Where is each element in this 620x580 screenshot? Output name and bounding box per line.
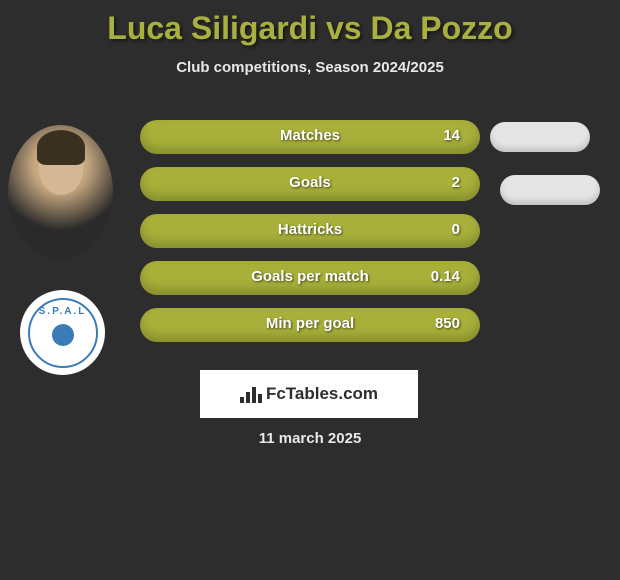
stat-row-matches: Matches 14: [140, 120, 480, 154]
club-ball-icon: [52, 324, 74, 346]
stat-label: Min per goal: [266, 315, 354, 332]
player-avatar: [8, 125, 113, 260]
stat-row-gpm: Goals per match 0.14: [140, 261, 480, 295]
stat-row-hattricks: Hattricks 0: [140, 214, 480, 248]
stat-value: 0: [452, 221, 460, 238]
bars-icon: [240, 385, 262, 403]
stat-label: Hattricks: [278, 221, 342, 238]
stat-value: 2: [452, 174, 460, 191]
date-text: 11 march 2025: [0, 430, 620, 447]
club-logo: S.P.A.L: [20, 290, 105, 375]
opponent-pill-matches: [490, 122, 590, 152]
club-initials: S.P.A.L: [39, 306, 87, 317]
site-logo[interactable]: FcTables.com: [200, 370, 418, 418]
stat-label: Matches: [280, 127, 340, 144]
page-title: Luca Siligardi vs Da Pozzo: [0, 0, 620, 47]
stat-label: Goals: [289, 174, 331, 191]
stat-row-mpg: Min per goal 850: [140, 308, 480, 342]
stats-container: Matches 14 Goals 2 Hattricks 0 Goals per…: [140, 120, 480, 355]
stat-value: 0.14: [431, 268, 460, 285]
subtitle: Club competitions, Season 2024/2025: [0, 59, 620, 76]
stat-label: Goals per match: [251, 268, 369, 285]
opponent-pill-goals: [500, 175, 600, 205]
stat-value: 850: [435, 315, 460, 332]
stat-value: 14: [443, 127, 460, 144]
logo-text: FcTables.com: [266, 384, 378, 404]
stat-row-goals: Goals 2: [140, 167, 480, 201]
